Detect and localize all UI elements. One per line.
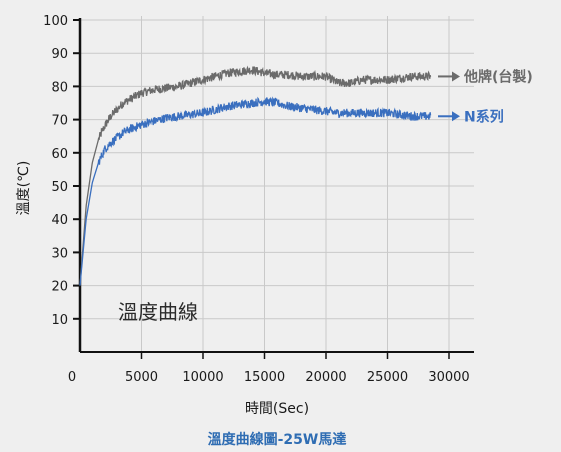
series-line-0	[79, 65, 432, 286]
chart-annotation: 溫度曲線	[118, 300, 198, 324]
series-label-0: 他牌(台製)	[463, 68, 533, 85]
x-tick-label: 5000	[125, 370, 158, 385]
x-tick-label: 0	[68, 370, 76, 385]
x-axis-title: 時間(Sec)	[245, 401, 309, 417]
y-axis-title: 溫度(℃)	[16, 161, 32, 216]
series-arrow-head-1	[452, 111, 460, 122]
y-tick-label: 60	[51, 147, 68, 162]
y-tick-label: 90	[51, 47, 68, 62]
y-tick-label: 100	[43, 14, 68, 29]
y-tick-label: 40	[51, 213, 68, 228]
y-tick-label: 70	[51, 114, 68, 129]
y-tick-label: 50	[51, 180, 68, 195]
y-tick-label: 10	[51, 313, 68, 328]
chart-caption: 溫度曲線圖-25W馬達	[208, 431, 347, 448]
series-line-1	[79, 96, 432, 286]
series-label-1: N系列	[464, 108, 504, 125]
series-arrow-head-0	[452, 71, 460, 82]
x-tick-label: 30000	[428, 370, 469, 385]
y-tick-label: 80	[51, 80, 68, 95]
x-tick-label: 25000	[367, 370, 408, 385]
y-tick-label: 30	[51, 246, 68, 261]
x-tick-label: 20000	[305, 370, 346, 385]
x-tick-label: 10000	[182, 370, 223, 385]
x-tick-label: 15000	[244, 370, 285, 385]
y-tick-label: 20	[51, 280, 68, 295]
